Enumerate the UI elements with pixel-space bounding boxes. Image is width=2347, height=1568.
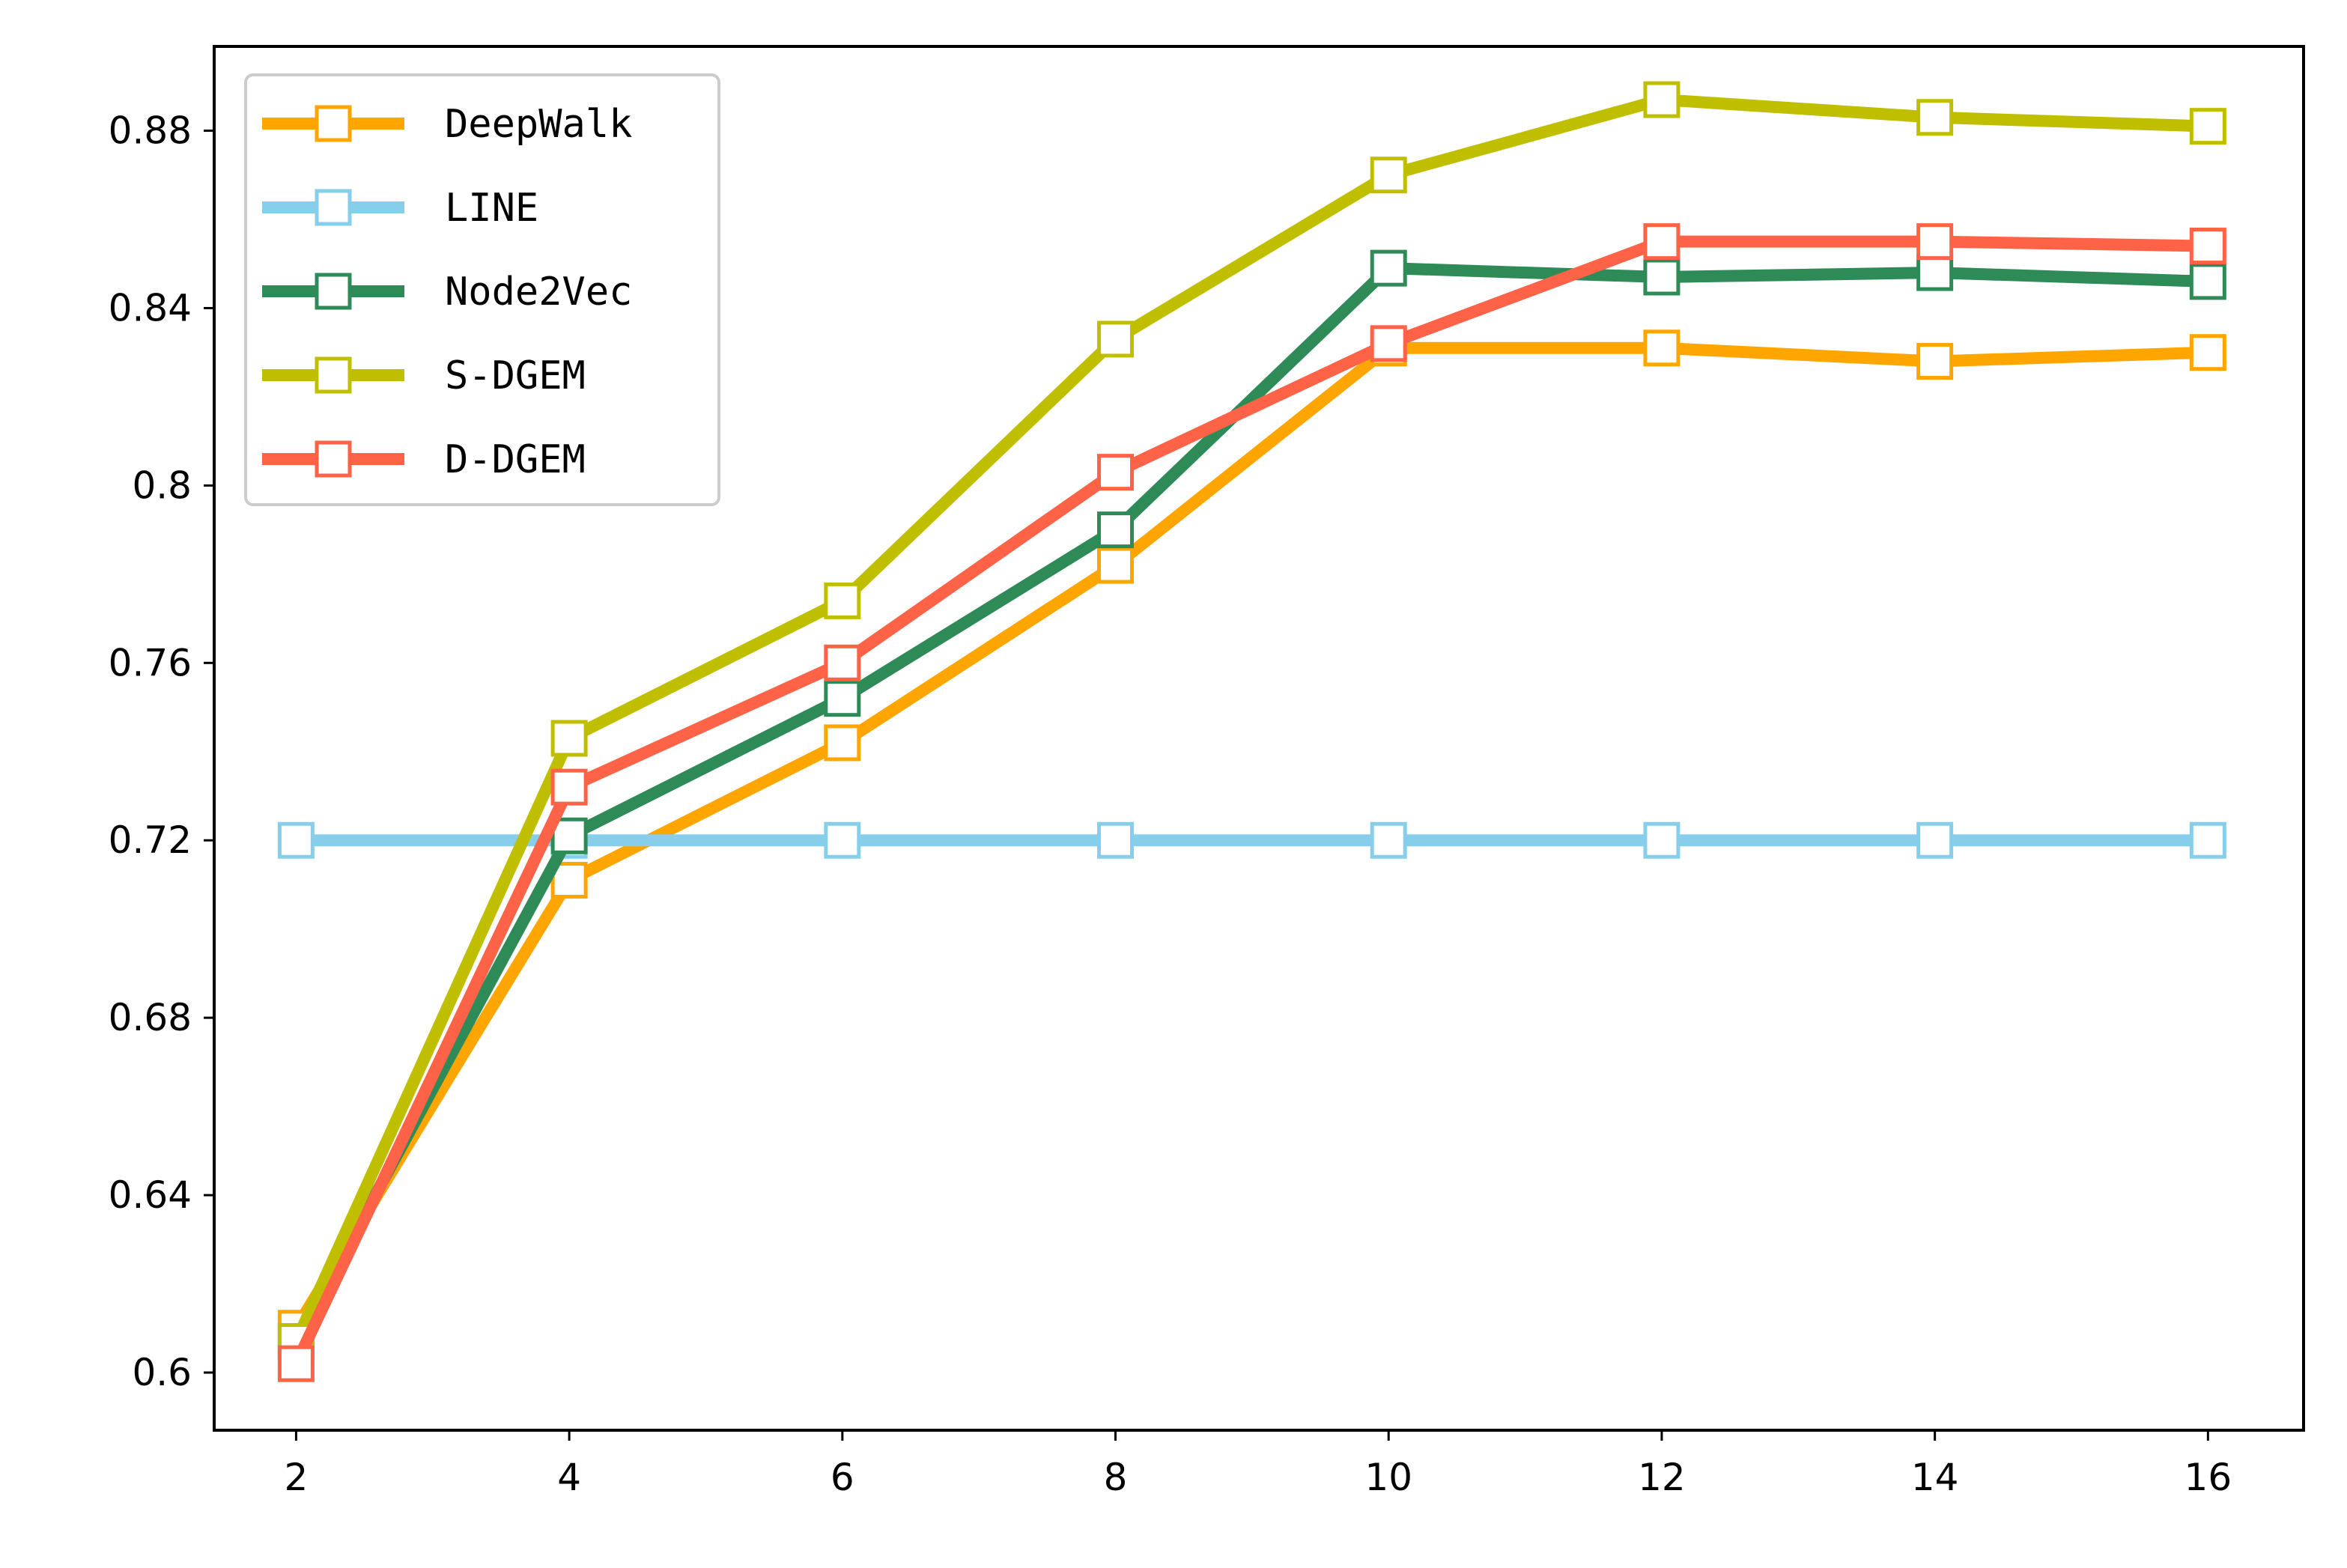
data-point-s-dgem: [1097, 320, 1135, 358]
data-point-line: [2189, 821, 2226, 859]
y-tick-label: 0.68: [109, 996, 192, 1039]
data-point-d-dgem: [1643, 223, 1680, 261]
legend-label-deepwalk: DeepWalk: [445, 102, 632, 147]
data-point-d-dgem: [1097, 454, 1135, 491]
x-tick-label: 4: [557, 1456, 581, 1499]
data-point-d-dgem: [2189, 228, 2226, 265]
x-tick-label: 2: [285, 1456, 309, 1499]
legend-marker-d-dgem: [315, 440, 352, 478]
data-point-node2vec: [550, 817, 588, 854]
data-point-deepwalk: [1643, 329, 1680, 367]
data-point-s-dgem: [1916, 99, 1954, 136]
y-tick-label: 0.88: [109, 109, 192, 153]
legend-label-node2vec: Node2Vec: [445, 270, 632, 314]
data-point-s-dgem: [1643, 81, 1680, 118]
y-tick-label: 0.84: [109, 286, 192, 329]
series-line-deepwalk: [291, 341, 2208, 1331]
y-tick-label: 0.76: [109, 641, 192, 684]
y-tick-label: 0.8: [132, 464, 192, 507]
data-point-s-dgem: [824, 582, 861, 619]
x-axis: 2 4 6 8 10 12 14 16: [285, 1430, 2232, 1499]
data-point-d-dgem: [824, 644, 861, 681]
data-point-node2vec: [1916, 254, 1954, 291]
data-point-node2vec: [1097, 511, 1135, 549]
data-point-line: [1916, 821, 1954, 859]
legend-label-d-dgem: D-DGEM: [445, 437, 586, 482]
legend-marker-node2vec: [315, 273, 352, 310]
y-tick-label: 0.64: [109, 1173, 192, 1217]
data-point-line: [824, 821, 861, 859]
legend-marker-line: [315, 189, 352, 226]
data-point-deepwalk: [1097, 547, 1135, 584]
data-point-d-dgem: [277, 1345, 315, 1382]
data-point-s-dgem: [1370, 157, 1407, 194]
data-point-node2vec: [1643, 258, 1680, 296]
data-point-node2vec: [2189, 263, 2226, 300]
series-line-s-dgem: [291, 94, 2208, 1344]
data-point-deepwalk: [824, 724, 861, 762]
x-tick-label: 6: [831, 1456, 854, 1499]
data-point-s-dgem: [550, 720, 588, 757]
legend-label-line: LINE: [445, 186, 538, 231]
data-point-s-dgem: [2189, 108, 2226, 145]
y-tick-label: 0.72: [109, 818, 192, 862]
series-layer: [277, 81, 2226, 1382]
data-point-line: [1370, 821, 1407, 859]
data-point-d-dgem: [550, 768, 588, 806]
data-point-d-dgem: [1916, 223, 1954, 261]
data-point-line: [1097, 821, 1135, 859]
plot-frame: [213, 45, 2305, 1432]
x-tick-label: 8: [1104, 1456, 1128, 1499]
x-tick-label: 10: [1364, 1456, 1412, 1499]
legend-label-s-dgem: S-DGEM: [445, 353, 586, 398]
data-point-deepwalk: [1916, 343, 1954, 380]
data-point-deepwalk: [2189, 334, 2226, 371]
data-point-d-dgem: [1370, 325, 1407, 362]
x-tick-label: 16: [2184, 1456, 2232, 1499]
series-line-node2vec: [291, 262, 2208, 1345]
data-point-line: [1643, 821, 1680, 859]
data-point-line: [277, 821, 315, 859]
y-tick-label: 0.6: [132, 1351, 192, 1394]
data-point-deepwalk: [550, 862, 588, 899]
legend: DeepWalk LINE Node2Vec S-DGEM D-DGEM: [244, 73, 720, 506]
x-tick-label: 12: [1638, 1456, 1686, 1499]
x-tick-label: 14: [1911, 1456, 1959, 1499]
data-point-node2vec: [824, 680, 861, 717]
series-line-d-dgem: [291, 235, 2208, 1367]
data-point-node2vec: [1370, 249, 1407, 287]
y-axis: 0.6 0.64 0.68 0.72 0.76 0.8 0.84 0.88: [109, 109, 214, 1394]
legend-box: [244, 73, 720, 506]
legend-marker-deepwalk: [315, 105, 352, 142]
legend-marker-s-dgem: [315, 356, 352, 394]
